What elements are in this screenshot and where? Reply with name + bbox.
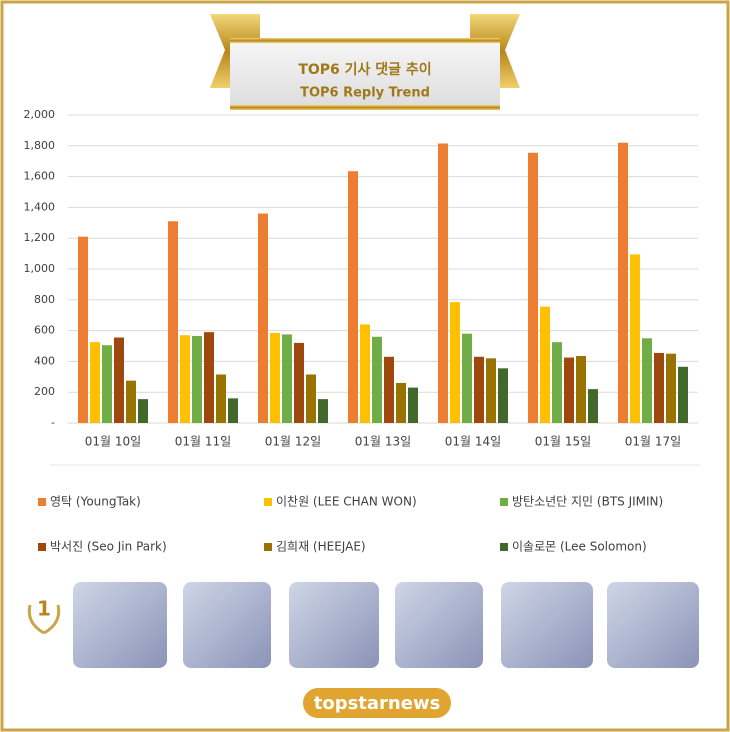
bar xyxy=(168,221,178,423)
x-tick-label: 01월 15일 xyxy=(535,435,591,449)
bar xyxy=(486,358,496,423)
rank-badge: 1 xyxy=(37,597,51,621)
bar xyxy=(228,398,238,423)
bar xyxy=(204,332,214,423)
bar xyxy=(180,335,190,423)
bar xyxy=(258,213,268,423)
bar xyxy=(348,171,358,423)
legend-swatch xyxy=(38,543,46,551)
x-tick-label: 01월 11일 xyxy=(175,435,231,449)
bar xyxy=(114,337,124,423)
bar xyxy=(372,336,382,423)
y-tick-label: - xyxy=(51,416,55,429)
y-tick-label: 2,000 xyxy=(24,108,56,121)
bar xyxy=(654,352,664,423)
bar xyxy=(306,374,316,423)
bar xyxy=(462,333,472,423)
legend-label: 박서진 (Seo Jin Park) xyxy=(50,540,167,554)
bar xyxy=(678,366,688,423)
bar xyxy=(408,387,418,423)
legend-swatch xyxy=(38,498,46,506)
photos xyxy=(73,582,699,668)
bar xyxy=(528,152,538,424)
legend-label: 이솔로몬 (Lee Solomon) xyxy=(512,540,647,554)
bar xyxy=(576,356,586,423)
bar xyxy=(438,143,448,424)
bar xyxy=(78,236,88,423)
y-tick-label: 1,000 xyxy=(24,262,56,275)
x-tick-label: 01월 13일 xyxy=(355,435,411,449)
bar xyxy=(192,335,202,423)
logo-badge xyxy=(303,688,451,718)
bar xyxy=(318,399,328,423)
bar xyxy=(282,334,292,423)
bar xyxy=(90,342,100,423)
y-tick-label: 1,200 xyxy=(24,231,56,244)
bar xyxy=(498,368,508,423)
bar xyxy=(360,324,370,423)
chart-subtitle: TOP6 Reply Trend xyxy=(300,86,430,101)
y-tick-label: 1,600 xyxy=(24,170,56,183)
bar xyxy=(564,357,574,423)
legend-swatch xyxy=(500,498,508,506)
x-tick-label: 01월 14일 xyxy=(445,435,501,449)
y-tick-label: 400 xyxy=(34,354,55,367)
bar xyxy=(666,353,676,423)
legend-label: 영탁 (YoungTak) xyxy=(50,495,141,509)
bar xyxy=(474,356,484,423)
title-ribbon xyxy=(210,14,520,110)
legend-label: 김희재 (HEEJAE) xyxy=(276,540,366,554)
legend-label: 이찬원 (LEE CHAN WON) xyxy=(276,494,417,509)
bar xyxy=(540,306,550,423)
bar xyxy=(618,142,628,423)
legend-swatch xyxy=(500,543,508,551)
bar xyxy=(450,302,460,423)
bar xyxy=(588,389,598,423)
legend-label: 방탄소년단 지민 (BTS JIMIN) xyxy=(512,495,663,509)
chart-title: TOP6 기사 댓글 추이 xyxy=(298,61,431,78)
x-tick-label: 01월 10일 xyxy=(85,435,141,449)
x-tick-label: 01월 12일 xyxy=(265,435,321,449)
bar xyxy=(630,254,640,423)
logo: topstarnews xyxy=(314,693,441,714)
y-tick-label: 600 xyxy=(34,324,55,337)
legend-swatch xyxy=(264,543,272,551)
bar xyxy=(642,338,652,423)
bar xyxy=(396,382,406,423)
x-tick-label: 01월 17일 xyxy=(625,435,681,449)
bar xyxy=(552,342,562,423)
bar xyxy=(216,374,226,423)
y-tick-label: 1,800 xyxy=(24,139,56,152)
bar xyxy=(102,345,112,423)
y-tick-label: 200 xyxy=(34,385,55,398)
bar xyxy=(138,399,148,423)
bar xyxy=(126,380,136,423)
bar xyxy=(384,356,394,423)
bar xyxy=(294,342,304,423)
medal xyxy=(27,604,61,635)
legend-swatch xyxy=(264,498,272,506)
y-tick-label: 1,400 xyxy=(24,200,56,213)
y-tick-label: 800 xyxy=(34,293,55,306)
bar xyxy=(270,332,280,423)
